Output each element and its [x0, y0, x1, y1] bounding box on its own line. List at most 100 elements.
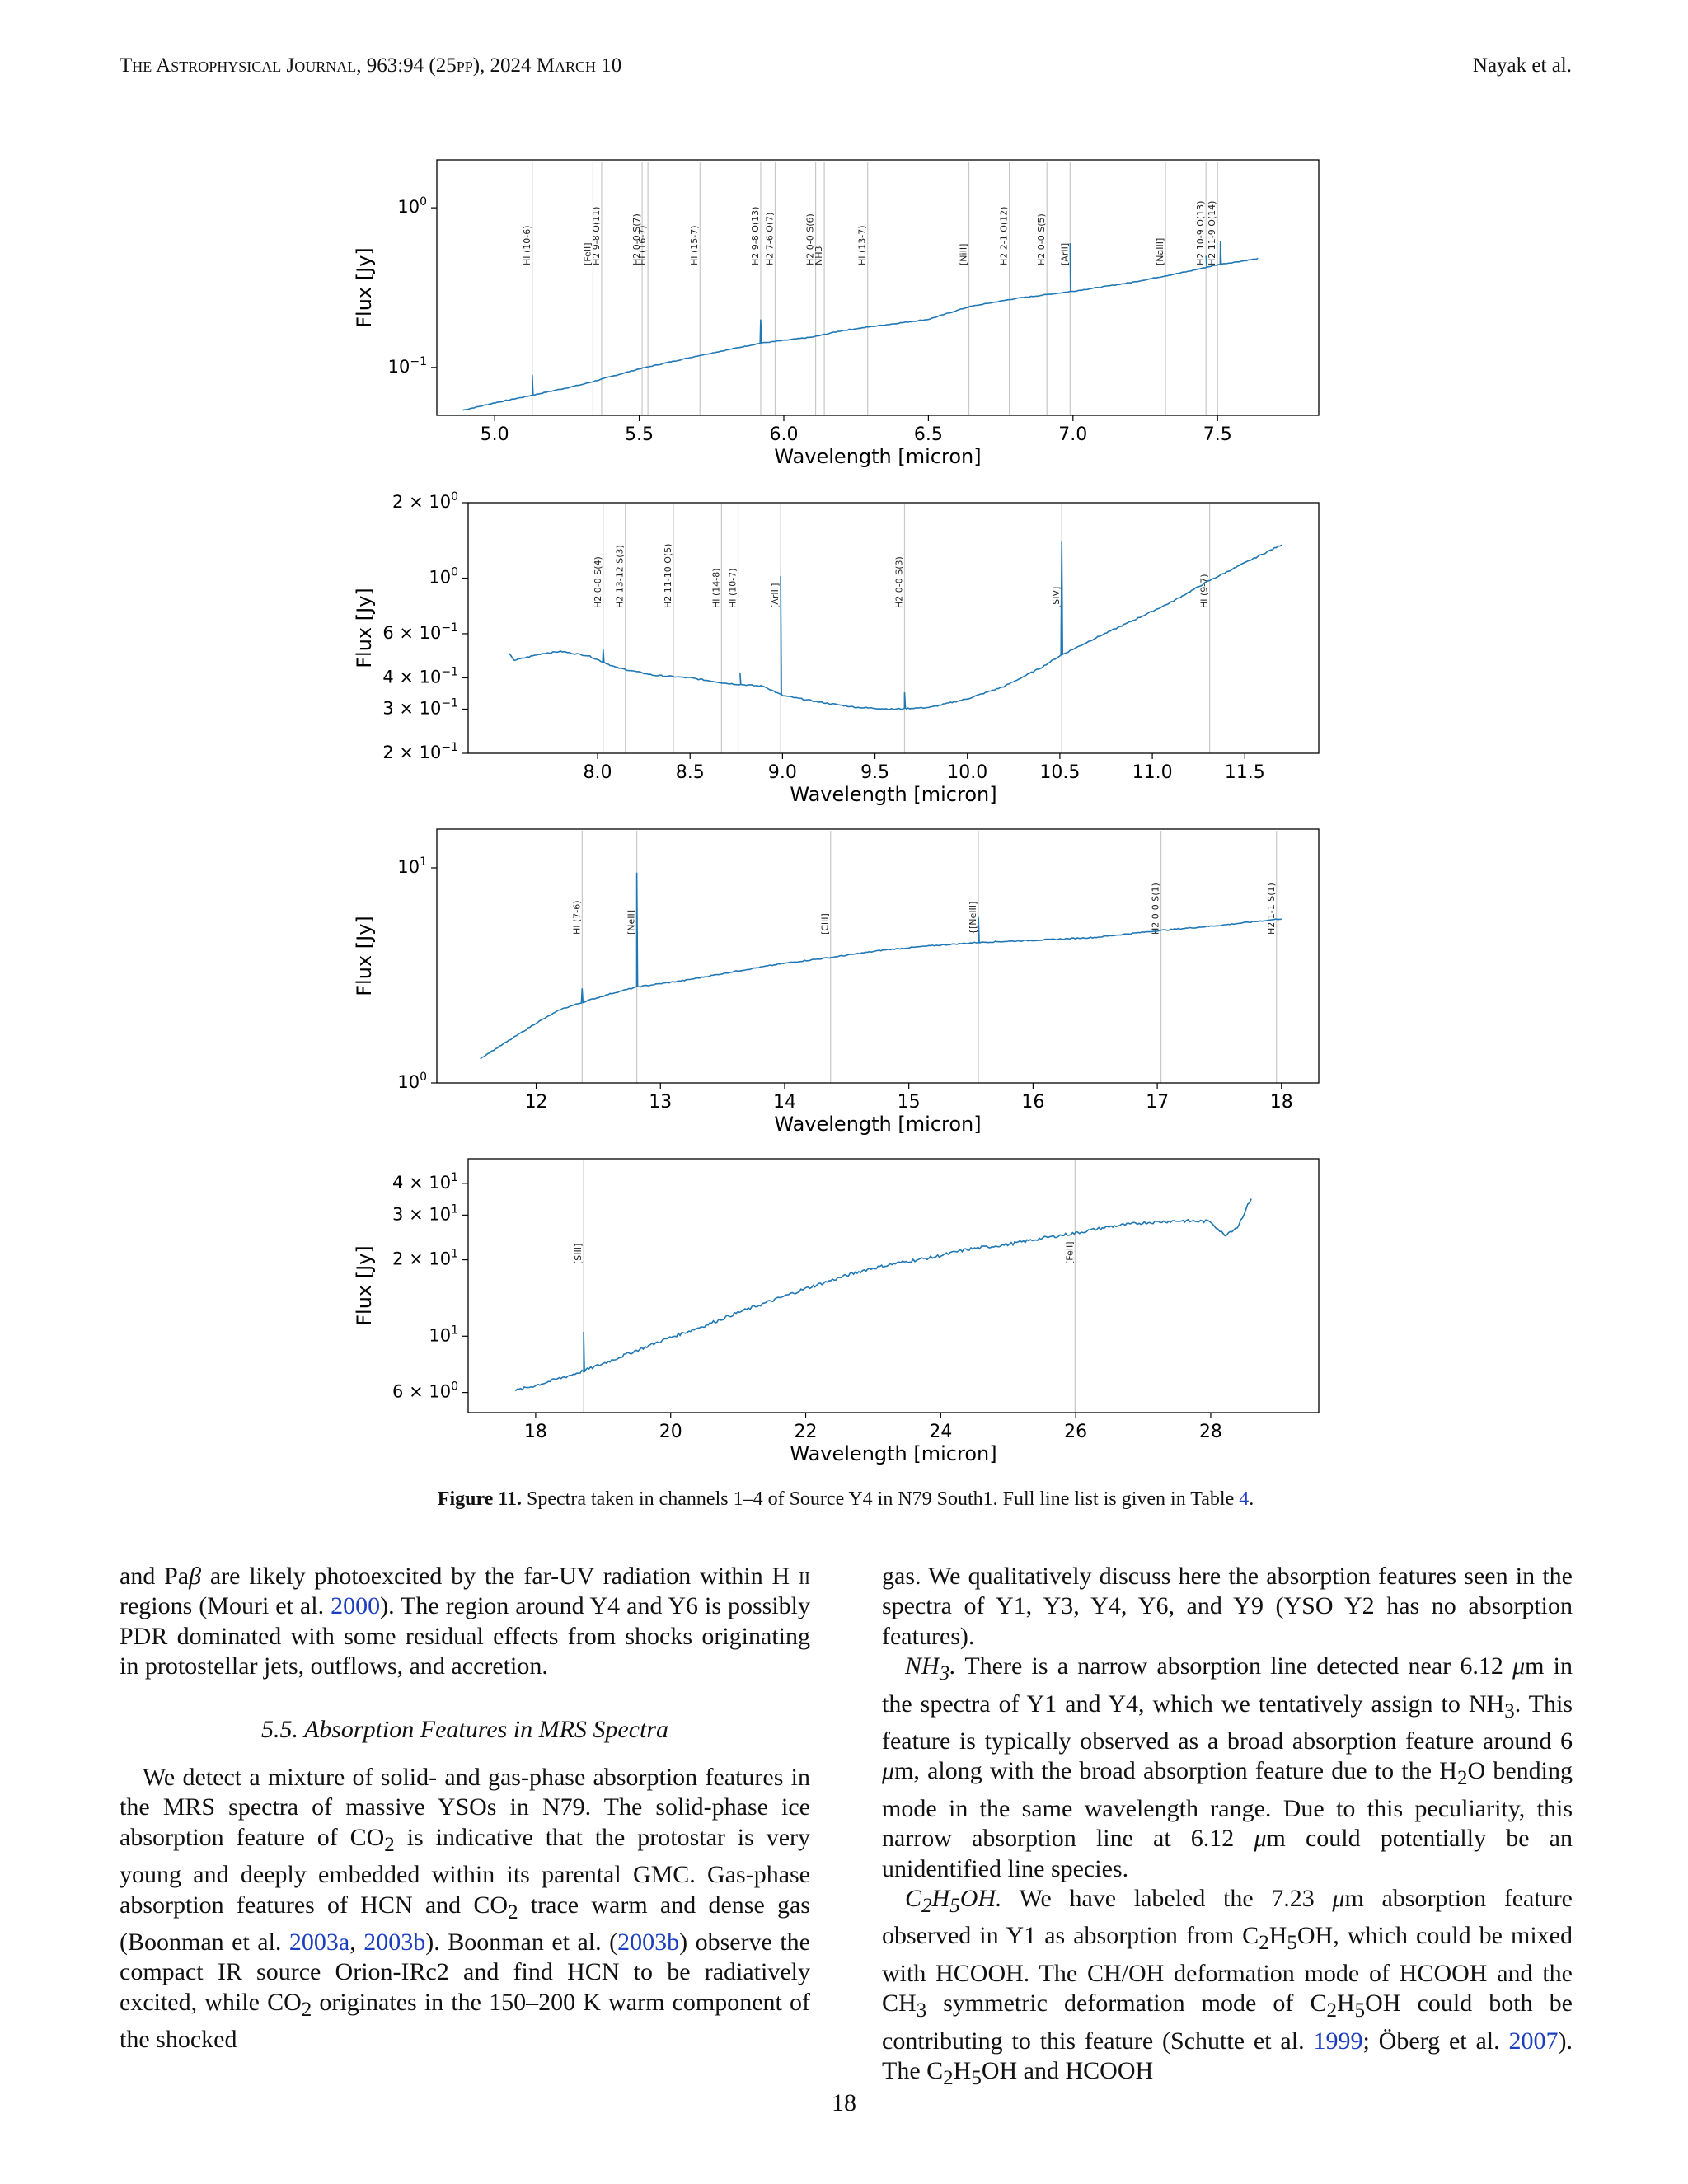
- page-number: 18: [832, 2089, 856, 2116]
- x-tick-label: 11.0: [1132, 762, 1173, 783]
- x-tick-label: 6.5: [914, 424, 943, 445]
- x-tick-label: 12: [525, 1092, 548, 1113]
- axes-frame: [436, 828, 1320, 1084]
- y-tick-label: 3 × 101: [392, 1202, 458, 1224]
- x-tick-label: 13: [649, 1092, 672, 1113]
- y-tick-label: 2 × 100: [392, 490, 458, 512]
- ref-boonman-2003b[interactable]: 2003b: [617, 1929, 680, 1957]
- line-label: H2 10-9 O(13): [1195, 201, 1206, 265]
- line-label: [ClII]: [820, 913, 831, 935]
- right-column: gas. We qualitatively discuss here the a…: [882, 1562, 1573, 2094]
- line-label: [FeII]: [1064, 1241, 1075, 1264]
- x-axis-label: Wavelength [micron]: [790, 783, 996, 806]
- line-label: H2 11-10 O(5): [663, 544, 673, 608]
- left-column: and Paβ are likely photoexcited by the f…: [120, 1562, 810, 2055]
- line-label: [NeII]: [626, 910, 637, 935]
- running-header: The Astrophysical Journal, 963:94 (25pp)…: [120, 54, 1572, 87]
- axes-frame: [467, 502, 1320, 754]
- line-label: NH3: [814, 246, 824, 266]
- figure-11: HI (10-6) [FeII] H2 9-8 O(11) H2 0-0 S(7) HI…: [346, 153, 1335, 1472]
- line-label: HI (9-7): [1199, 574, 1210, 608]
- figure-caption: Figure 11. Spectra taken in channels 1–4…: [437, 1488, 1254, 1510]
- line-label: HI (13-7): [857, 225, 868, 265]
- x-tick-label: 11.5: [1225, 762, 1265, 783]
- y-tick-label: 100: [429, 566, 458, 588]
- line-label: H2 13-12 S(3): [615, 545, 626, 608]
- paragraph: NH3. There is a narrow absorption line d…: [882, 1652, 1573, 1882]
- y-axis-label: Flux [Jy]: [353, 247, 376, 328]
- x-tick-label: 18: [1270, 1092, 1293, 1113]
- axes-frame: [436, 159, 1320, 416]
- x-tick-label: 7.5: [1203, 424, 1232, 445]
- y-axis-label: Flux [Jy]: [353, 916, 376, 996]
- line-label: [ArII]: [1059, 243, 1070, 265]
- y-tick-label: 2 × 10−1: [382, 741, 458, 762]
- ref-schutte-1999[interactable]: 1999: [1313, 2027, 1363, 2055]
- spectrum-panel-4: [SIII] [FeII] 18 20 22 24 26 28 4 × 101 3 × 101 2 …: [353, 1158, 1320, 1465]
- line-label: HI (14-8): [710, 568, 721, 608]
- x-tick-label: 7.0: [1058, 424, 1087, 445]
- x-tick-label: 18: [524, 1422, 547, 1442]
- x-tick-label: 5.0: [481, 424, 509, 445]
- line-label: [ArIII]: [770, 583, 781, 608]
- line-label: H2 0-0 S(5): [1036, 213, 1047, 265]
- line-label: HI (16-7): [637, 225, 648, 265]
- line-label: [SIV]: [1051, 587, 1062, 608]
- x-tick-label: 17: [1146, 1092, 1169, 1113]
- line-label: [NiII]: [959, 244, 969, 265]
- spectrum-line: [514, 1198, 1252, 1392]
- y-tick-label: 101: [429, 1324, 458, 1345]
- ref-boonman-2003a[interactable]: 2003a: [288, 1929, 350, 1957]
- ref-oberg-2007[interactable]: 2007: [1508, 2027, 1559, 2055]
- ref-mouri-2000[interactable]: 2000: [331, 1592, 381, 1620]
- table-4-link[interactable]: 4: [1239, 1488, 1250, 1510]
- line-label: HI (10-7): [728, 568, 738, 608]
- y-tick-label: 101: [397, 855, 427, 877]
- x-tick-label: 24: [929, 1422, 952, 1442]
- ref-boonman-2003b[interactable]: 2003b: [363, 1929, 426, 1957]
- x-tick-label: 9.0: [768, 762, 797, 783]
- line-label: H2 9-8 O(11): [591, 207, 602, 265]
- spectrum-line: [508, 541, 1282, 710]
- x-tick-label: 8.0: [584, 762, 612, 783]
- paragraph: and Paβ are likely photoexcited by the f…: [120, 1563, 810, 1680]
- line-label: [FeII]: [582, 242, 593, 265]
- x-axis-label: Wavelength [micron]: [774, 1113, 981, 1136]
- section-heading: 5.5. Absorption Features in MRS Spectra: [260, 1715, 669, 1743]
- line-label: H2 9-8 O(13): [750, 207, 761, 265]
- line-label: [SIII]: [573, 1244, 584, 1264]
- x-tick-label: 10.0: [947, 762, 987, 783]
- line-label: H2 0-0 S(7): [631, 213, 642, 265]
- spectrum-line: [462, 241, 1259, 411]
- y-tick-label: 6 × 10−1: [382, 621, 458, 643]
- running-authors: Nayak et al.: [1472, 54, 1572, 77]
- line-label: H2 7-6 O(7): [764, 213, 775, 265]
- journal-title: The Astrophysical Journal, 963:94 (25pp)…: [120, 54, 622, 77]
- y-tick-label: 4 × 101: [392, 1171, 458, 1193]
- y-axis-label: Flux [Jy]: [353, 1245, 376, 1326]
- x-tick-label: 8.5: [676, 762, 705, 783]
- spectrum-panel-3: HI (7-6) [NeII] [ClII] {[NeIII] H2 0-0 S(1) H…: [353, 828, 1320, 1136]
- x-axis-label: Wavelength [micron]: [790, 1442, 996, 1465]
- line-label: H2 0-0 S(1): [1151, 883, 1161, 935]
- x-axis-label: Wavelength [micron]: [774, 445, 981, 468]
- line-label: H2 0-0 S(3): [893, 556, 904, 608]
- y-axis-label: Flux [Jy]: [353, 588, 376, 668]
- paragraph: gas. We qualitatively discuss here the a…: [882, 1563, 1573, 1650]
- y-tick-label: 4 × 10−1: [382, 665, 458, 687]
- line-label: H2 1-1 S(1): [1266, 883, 1277, 935]
- x-tick-label: 6.0: [769, 424, 798, 445]
- line-label: H2 11-9 O(14): [1207, 201, 1217, 265]
- x-tick-label: 5.5: [625, 424, 654, 445]
- line-label: H2 2-1 O(12): [999, 207, 1010, 265]
- line-label: HI (7-6): [571, 900, 582, 935]
- spectrum-panel-1: HI (10-6) [FeII]H2 9-8 O(11) H2 0-0 S(7)HI…: [353, 159, 1320, 468]
- x-tick-label: 20: [659, 1422, 682, 1442]
- line-label: [NaIII]: [1155, 238, 1165, 265]
- x-tick-label: 22: [795, 1422, 818, 1442]
- caption-text: Spectra taken in channels 1–4 of Source …: [522, 1488, 1240, 1510]
- x-tick-label: 10.5: [1039, 762, 1080, 783]
- spectrum-panel-2: H2 0-0 S(4) H2 13-12 S(3) H2 11-10 O(5) HI …: [353, 490, 1320, 806]
- paragraph: C2H5OH. We have labeled the 7.23 μm abso…: [882, 1885, 1573, 2090]
- line-label: {[NeIII]: [968, 902, 978, 935]
